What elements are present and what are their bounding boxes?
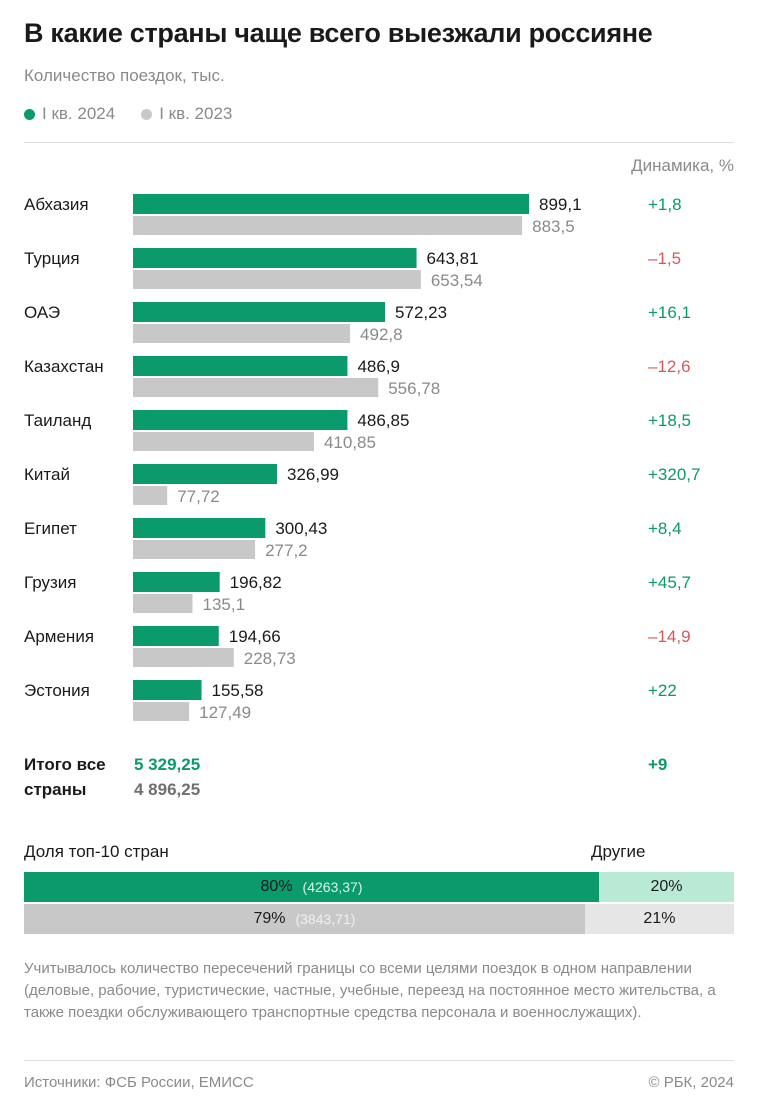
legend-dot-2023 — [141, 108, 153, 120]
dynamics-value: +22 — [648, 681, 677, 700]
category-label: Египет — [24, 519, 77, 538]
bar-2023 — [133, 702, 190, 721]
value-label-2024: 572,23 — [395, 303, 447, 322]
value-label-2024: 486,9 — [357, 357, 400, 376]
bar-2024 — [133, 356, 348, 376]
value-label-2023: 77,72 — [177, 487, 220, 506]
category-label: ОАЭ — [24, 303, 60, 322]
bar-chart: Абхазия 899,1 883,5 +1,8 Турция 643,81 653,54 –… — [24, 194, 700, 722]
bar-2023 — [133, 594, 193, 613]
share-value-2024: (4263,37) — [302, 879, 363, 895]
share-others-label: Другие — [591, 842, 646, 861]
bar-2024 — [133, 464, 278, 484]
bar-2024 — [133, 194, 529, 214]
category-label: Таиланд — [24, 411, 91, 430]
category-label: Китай — [24, 465, 70, 484]
totals-previous: 4 896,25 — [134, 780, 201, 799]
bar-2023 — [133, 432, 314, 451]
bar-2023 — [133, 378, 379, 397]
bar-2023 — [133, 324, 351, 343]
bar-2024 — [133, 572, 220, 592]
dynamics-value: +16,1 — [648, 303, 691, 322]
bar-2024 — [133, 680, 202, 700]
dynamics-value: –1,5 — [648, 249, 681, 268]
totals-dynamics: +9 — [648, 755, 668, 774]
totals-current: 5 329,25 — [134, 755, 201, 774]
totals-label: Итого все страны — [24, 755, 106, 799]
dynamics-value: +8,4 — [648, 519, 682, 538]
dynamics-value: +1,8 — [648, 195, 682, 214]
legend-item-2024: I кв. 2024 — [24, 104, 115, 124]
share-bar-2024-top10: 80% (4263,37) — [24, 872, 599, 902]
category-label: Армения — [24, 627, 94, 646]
legend-item-2023: I кв. 2023 — [141, 104, 232, 124]
category-label: Эстония — [24, 681, 90, 700]
top-divider — [24, 142, 734, 143]
value-label-2024: 194,66 — [229, 627, 281, 646]
share-bar-2023-top10: 79% (3843,71) — [24, 904, 585, 934]
dynamics-value: +320,7 — [648, 465, 700, 484]
value-label-2024: 486,85 — [357, 411, 409, 430]
sources: Источники: ФСБ России, ЕМИСС — [24, 1074, 254, 1091]
value-label-2024: 643,81 — [427, 249, 479, 268]
value-label-2024: 326,99 — [287, 465, 339, 484]
value-label-2023: 410,85 — [324, 433, 376, 452]
totals-row: Итого все страны 5 329,25 4 896,25 +9 — [24, 752, 734, 812]
bottom-divider — [24, 1060, 734, 1061]
bar-2024 — [133, 302, 386, 322]
dynamics-value: –14,9 — [648, 627, 691, 646]
value-label-2024: 899,1 — [539, 195, 582, 214]
legend-label-2023: I кв. 2023 — [159, 104, 233, 123]
share-bar-2024-others: 20% — [599, 872, 734, 902]
bar-2023 — [133, 270, 421, 289]
bar-2023 — [133, 540, 256, 559]
category-label: Грузия — [24, 573, 77, 592]
value-label-2024: 196,82 — [230, 573, 282, 592]
bar-2024 — [133, 248, 417, 268]
bar-2024 — [133, 518, 266, 538]
value-label-2023: 135,1 — [203, 595, 246, 614]
bar-2023 — [133, 648, 234, 667]
value-label-2024: 300,43 — [275, 519, 327, 538]
value-label-2023: 277,2 — [265, 541, 308, 560]
copyright: © РБК, 2024 — [648, 1074, 734, 1091]
bar-2024 — [133, 626, 219, 646]
dynamics-value: +18,5 — [648, 411, 691, 430]
share-others-2023: 21% — [643, 910, 676, 927]
bar-2023 — [133, 486, 168, 505]
value-label-2023: 228,73 — [244, 649, 296, 668]
category-label: Абхазия — [24, 195, 89, 214]
share-bar-2023-others: 21% — [584, 904, 734, 934]
share-others-2024: 20% — [650, 878, 683, 895]
value-label-2023: 492,8 — [360, 325, 403, 344]
dynamics-header: Динамика, % — [631, 156, 734, 175]
share-percent-2023: 79% — [253, 910, 286, 927]
chart-title: В какие страны чаще всего выезжали росси… — [24, 18, 653, 48]
share-header: Доля топ-10 стран Другие — [24, 842, 734, 862]
share-percent-2024: 80% — [260, 878, 293, 895]
dynamics-value: –12,6 — [648, 357, 691, 376]
category-label: Турция — [24, 249, 80, 268]
legend-label-2024: I кв. 2024 — [42, 104, 116, 123]
share-value-2023: (3843,71) — [295, 911, 356, 927]
footer: Источники: ФСБ России, ЕМИСС © РБК, 2024 — [24, 1074, 734, 1091]
value-label-2023: 556,78 — [388, 379, 440, 398]
bar-2024 — [133, 410, 348, 430]
share-label: Доля топ-10 стран — [24, 842, 169, 861]
share-bar-2024: 80% (4263,37) 20% — [24, 872, 734, 902]
value-label-2023: 127,49 — [199, 703, 251, 722]
legend: I кв. 2024 I кв. 2023 — [24, 104, 232, 124]
value-label-2023: 653,54 — [431, 271, 483, 290]
share-bar-2023: 79% (3843,71) 21% — [24, 904, 734, 934]
value-label-2023: 883,5 — [532, 217, 575, 236]
dynamics-value: +45,7 — [648, 573, 691, 592]
value-label-2024: 155,58 — [212, 681, 264, 700]
footnote: Учитывалось количество пересечений грани… — [24, 960, 716, 1021]
bar-2023 — [133, 216, 523, 235]
chart-subtitle: Количество поездок, тыс. — [24, 66, 225, 85]
category-label: Казахстан — [24, 357, 104, 376]
legend-dot-2024 — [24, 108, 35, 120]
